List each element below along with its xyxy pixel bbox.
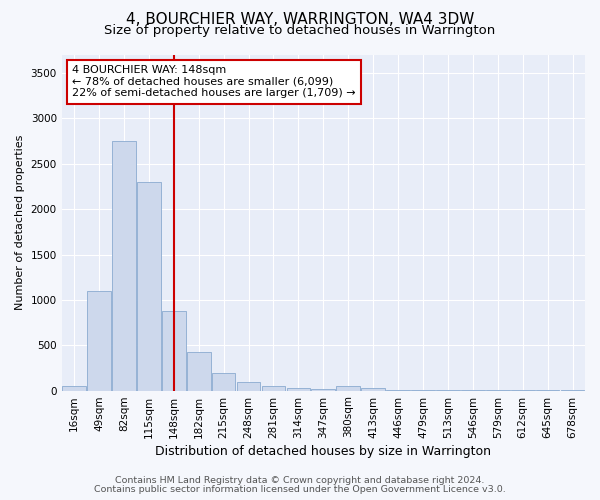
Text: 4, BOURCHIER WAY, WARRINGTON, WA4 3DW: 4, BOURCHIER WAY, WARRINGTON, WA4 3DW: [126, 12, 474, 28]
Bar: [137, 182, 161, 390]
Bar: [187, 352, 211, 391]
Text: 4 BOURCHIER WAY: 148sqm
← 78% of detached houses are smaller (6,099)
22% of semi: 4 BOURCHIER WAY: 148sqm ← 78% of detache…: [72, 65, 356, 98]
Text: Contains HM Land Registry data © Crown copyright and database right 2024.: Contains HM Land Registry data © Crown c…: [115, 476, 485, 485]
Bar: [237, 382, 260, 390]
Bar: [311, 389, 335, 390]
Bar: [87, 291, 111, 390]
Bar: [337, 386, 360, 390]
Bar: [112, 141, 136, 390]
Text: Size of property relative to detached houses in Warrington: Size of property relative to detached ho…: [104, 24, 496, 37]
Y-axis label: Number of detached properties: Number of detached properties: [15, 135, 25, 310]
Bar: [287, 388, 310, 390]
Bar: [62, 386, 86, 390]
Bar: [361, 388, 385, 390]
X-axis label: Distribution of detached houses by size in Warrington: Distribution of detached houses by size …: [155, 444, 491, 458]
Text: Contains public sector information licensed under the Open Government Licence v3: Contains public sector information licen…: [94, 485, 506, 494]
Bar: [262, 386, 286, 390]
Bar: [212, 374, 235, 390]
Bar: [162, 311, 185, 390]
